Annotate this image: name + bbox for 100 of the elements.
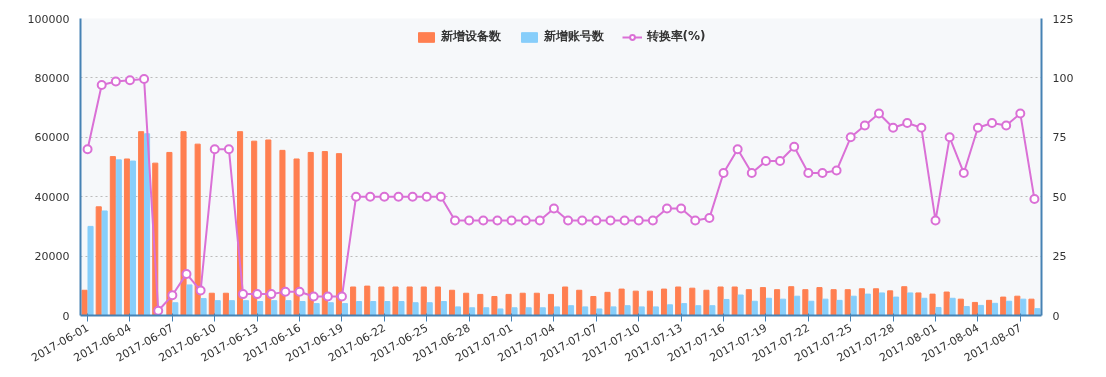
bar bbox=[567, 305, 575, 316]
bar bbox=[717, 286, 724, 316]
bar bbox=[469, 307, 476, 316]
bar bbox=[759, 287, 766, 316]
bar bbox=[660, 288, 668, 316]
bar bbox=[816, 287, 823, 316]
bar bbox=[638, 306, 645, 316]
bar bbox=[392, 286, 399, 316]
y2-tick-label: 25 bbox=[1052, 250, 1067, 264]
bar bbox=[794, 295, 801, 316]
bar bbox=[907, 292, 914, 316]
bar bbox=[186, 284, 193, 316]
bar bbox=[822, 298, 829, 316]
bar bbox=[943, 291, 950, 316]
bar bbox=[101, 210, 108, 316]
bar bbox=[887, 290, 894, 316]
bar bbox=[1020, 298, 1027, 316]
bar bbox=[406, 286, 413, 316]
y-tick-label: 20000 bbox=[34, 250, 70, 264]
bar bbox=[87, 225, 94, 316]
bar bbox=[957, 298, 964, 316]
bar bbox=[1014, 295, 1021, 316]
bar bbox=[547, 293, 555, 316]
bar bbox=[624, 305, 631, 316]
bar bbox=[1034, 308, 1041, 316]
bar bbox=[109, 156, 116, 316]
bar bbox=[703, 289, 710, 316]
y-tick-label: 100000 bbox=[27, 12, 70, 26]
bar bbox=[774, 289, 781, 316]
bar bbox=[779, 298, 787, 316]
bar bbox=[618, 288, 625, 316]
bar bbox=[440, 301, 447, 316]
bar bbox=[802, 289, 809, 316]
bar bbox=[463, 292, 470, 316]
bar bbox=[356, 301, 363, 316]
bar bbox=[991, 302, 999, 316]
bar bbox=[370, 301, 377, 316]
y-tick-label: 80000 bbox=[34, 71, 70, 85]
bar bbox=[420, 286, 427, 316]
bar bbox=[963, 306, 970, 316]
bar bbox=[929, 293, 936, 316]
bar bbox=[505, 293, 512, 316]
bar bbox=[115, 159, 122, 316]
bar bbox=[935, 306, 942, 316]
bar bbox=[214, 300, 221, 316]
bar bbox=[350, 286, 357, 316]
bar bbox=[138, 131, 145, 316]
bar bbox=[921, 297, 928, 316]
bar bbox=[364, 285, 371, 316]
bar bbox=[384, 301, 391, 316]
bar bbox=[1000, 296, 1007, 316]
bar bbox=[765, 297, 772, 316]
bar bbox=[723, 298, 730, 316]
bar bbox=[836, 299, 843, 316]
bar bbox=[576, 289, 583, 316]
bar bbox=[426, 302, 433, 316]
bar bbox=[129, 160, 136, 316]
bar bbox=[483, 307, 490, 316]
bar bbox=[299, 301, 306, 316]
bar bbox=[285, 300, 292, 316]
bar bbox=[412, 302, 419, 316]
y-tick-label: 40000 bbox=[34, 190, 70, 204]
bar bbox=[553, 306, 560, 316]
y-tick-label: 60000 bbox=[34, 131, 70, 145]
bar bbox=[1028, 298, 1035, 316]
bar bbox=[144, 133, 151, 316]
legend-label: 新增账号数 bbox=[543, 28, 604, 45]
bar bbox=[731, 286, 738, 316]
bar bbox=[511, 307, 518, 316]
bar bbox=[525, 307, 532, 316]
bar bbox=[497, 308, 504, 316]
y-tick-label: 0 bbox=[62, 309, 70, 323]
bar bbox=[872, 288, 880, 316]
bar bbox=[582, 306, 589, 316]
bar bbox=[864, 293, 871, 316]
bar bbox=[689, 287, 696, 316]
bar bbox=[562, 286, 569, 316]
bar bbox=[788, 286, 795, 316]
bar bbox=[858, 288, 865, 316]
bar bbox=[378, 286, 385, 316]
y2-tick-label: 75 bbox=[1052, 131, 1067, 145]
y2-tick-label: 100 bbox=[1052, 71, 1074, 85]
bar bbox=[610, 306, 617, 316]
bar bbox=[434, 286, 441, 316]
bar bbox=[652, 306, 659, 316]
bar bbox=[695, 305, 702, 316]
legend-label: 新增设备数 bbox=[440, 28, 501, 45]
bar bbox=[646, 290, 653, 316]
bar bbox=[454, 306, 462, 316]
legend-label: 转换率(%) bbox=[646, 28, 706, 45]
bar bbox=[477, 293, 484, 316]
bar bbox=[709, 305, 716, 316]
y2-tick-label: 125 bbox=[1052, 12, 1074, 26]
bar bbox=[830, 289, 837, 316]
bar bbox=[398, 301, 405, 316]
bar bbox=[228, 300, 235, 316]
bar bbox=[208, 292, 215, 316]
bar bbox=[604, 291, 611, 316]
bar bbox=[681, 303, 688, 316]
bar bbox=[808, 300, 815, 316]
